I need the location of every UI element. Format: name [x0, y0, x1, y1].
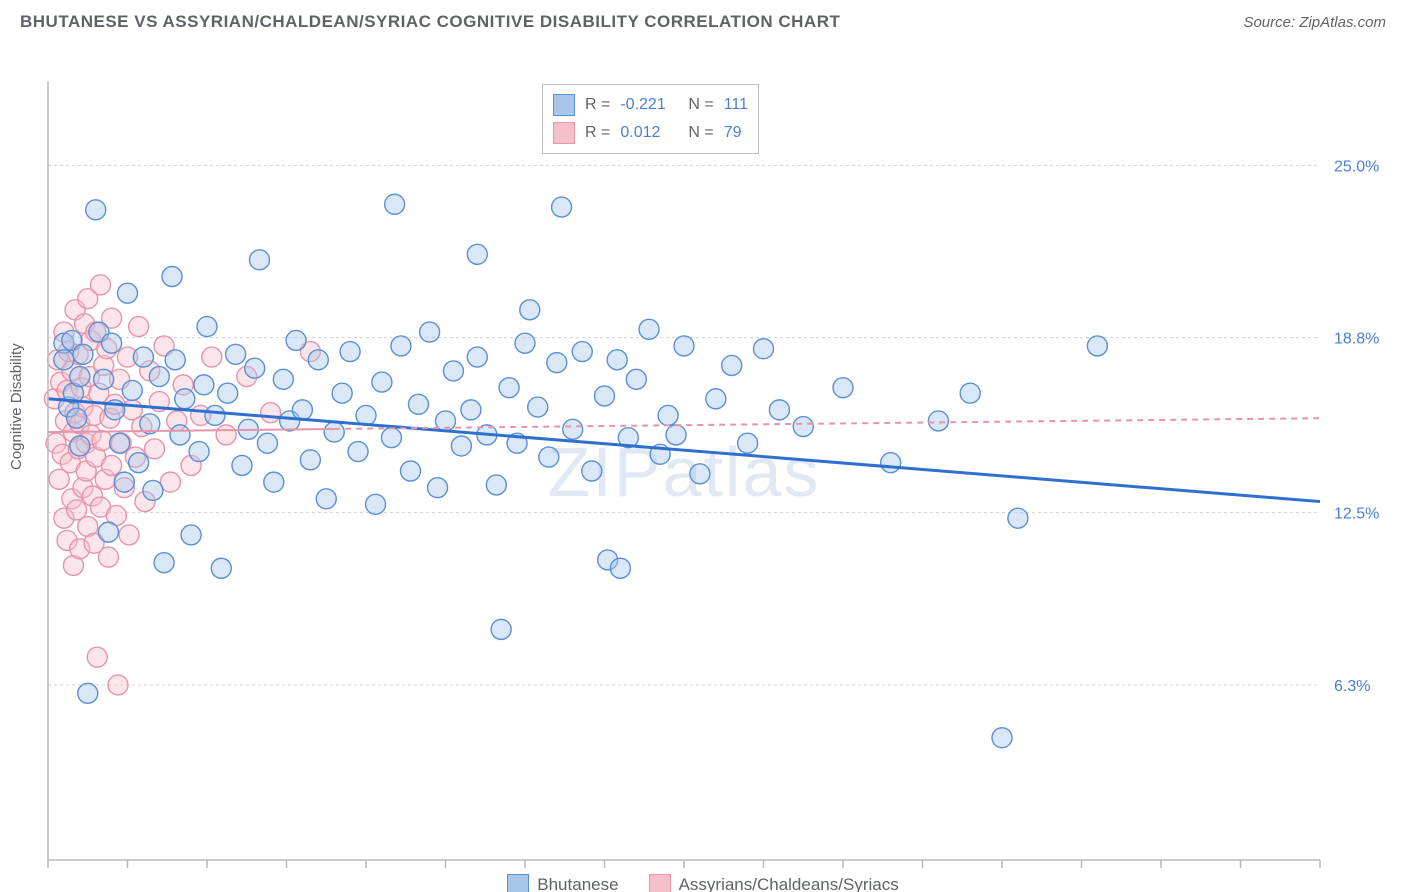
svg-text:12.5%: 12.5% [1334, 506, 1379, 523]
series-legend-item: Assyrians/Chaldeans/Syriacs [649, 874, 899, 892]
chart-source: Source: ZipAtlas.com [1243, 14, 1386, 31]
svg-text:18.8%: 18.8% [1334, 331, 1379, 348]
series-legend-item: Bhutanese [507, 874, 618, 892]
svg-text:25.0%: 25.0% [1334, 158, 1379, 175]
series-legend-label: Bhutanese [537, 875, 618, 892]
legend-swatch-blue [553, 94, 575, 116]
chart-area: Cognitive Disability 6.3% 12.5% 18.8% 25.0%… [0, 40, 1406, 870]
scatter-chart-svg: 6.3%12.5%18.8%25.0%ZIPatlas0.0%80.0% [0, 40, 1406, 870]
svg-text:6.3%: 6.3% [1334, 678, 1370, 695]
chart-header: BHUTANESE VS ASSYRIAN/CHALDEAN/SYRIAC CO… [0, 0, 1406, 40]
legend-swatch-blue [507, 874, 529, 892]
correlation-legend-row: R = -0.221 N = 111 [553, 91, 748, 119]
r-label: R = [585, 124, 610, 142]
r-label: R = [585, 96, 610, 114]
chart-title: BHUTANESE VS ASSYRIAN/CHALDEAN/SYRIAC CO… [20, 12, 840, 32]
n-value: 111 [724, 96, 748, 114]
r-value: 0.012 [620, 124, 678, 142]
n-label: N = [688, 96, 713, 114]
correlation-legend-row: R = 0.012 N = 79 [553, 119, 748, 147]
n-label: N = [688, 124, 713, 142]
series-legend: Bhutanese Assyrians/Chaldeans/Syriacs [0, 870, 1406, 892]
n-value: 79 [724, 124, 742, 142]
series-legend-label: Assyrians/Chaldeans/Syriacs [679, 875, 899, 892]
legend-swatch-pink [553, 122, 575, 144]
r-value: -0.221 [620, 96, 678, 114]
correlation-legend: R = -0.221 N = 111 R = 0.012 N = 79 [542, 84, 759, 154]
y-axis-label: Cognitive Disability [8, 343, 25, 470]
legend-swatch-pink [649, 874, 671, 892]
